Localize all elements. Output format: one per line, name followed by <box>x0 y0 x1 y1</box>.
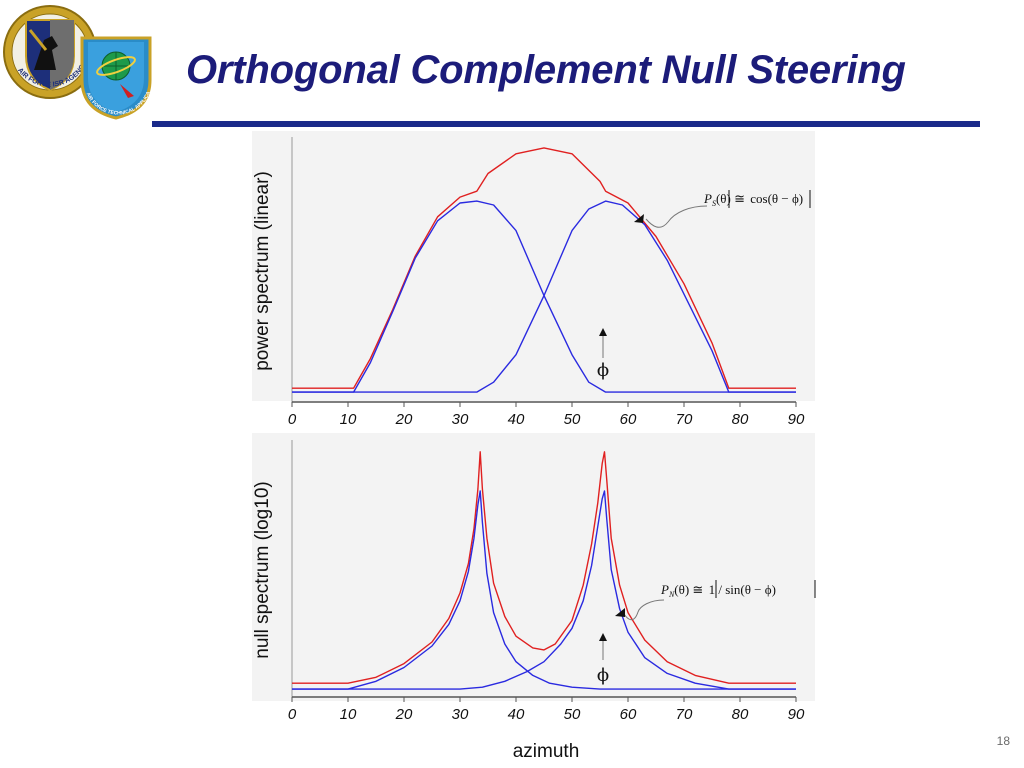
power-x-tick-label: 80 <box>732 411 749 428</box>
power-annotation-arrow <box>634 214 644 223</box>
power-series-blue-left <box>292 200 796 393</box>
page-number: 18 <box>996 734 1010 748</box>
null-annotation-sub: N <box>668 590 675 599</box>
title-divider <box>152 121 980 127</box>
null-annotation-arrow <box>615 608 625 617</box>
isr-agency-seal-icon: AIR FORCE ISR AGENCY <box>3 5 97 99</box>
null-annotation-p: P <box>660 582 669 597</box>
power-annotation-expr: cos(θ − ϕ) <box>750 191 803 206</box>
null-axis-lines <box>291 440 796 698</box>
power-x-tick-label: 50 <box>564 411 581 428</box>
null-x-tick-label: 80 <box>732 706 749 723</box>
null-spectrum-chart: 0 10 20 30 40 50 60 70 80 90 null spectrum (log10… <box>252 440 816 762</box>
null-annotation-expr: 1 / sin(θ − ϕ) <box>709 582 776 597</box>
null-x-tick-label: 50 <box>564 706 581 723</box>
power-plot-background <box>252 131 815 401</box>
agency-logos: AIR FORCE ISR AGENCY AIR FORCE TECHNICAL… <box>0 0 170 120</box>
power-series <box>292 147 796 393</box>
power-annotation: PS(θ) ≅ cos(θ − ϕ) <box>703 191 803 208</box>
null-phi-label: ϕ <box>597 665 609 686</box>
power-x-tick-label: 0 <box>288 411 297 428</box>
logo-svg: AIR FORCE ISR AGENCY AIR FORCE TECHNICAL… <box>0 0 152 120</box>
null-x-tick-label: 20 <box>395 706 413 723</box>
null-x-tick-label: 0 <box>288 706 297 723</box>
null-x-ticks: 0 10 20 30 40 50 60 70 80 90 <box>288 697 805 723</box>
x-axis-label: azimuth <box>513 741 580 762</box>
null-plot-background <box>252 433 815 701</box>
null-x-tick-label: 90 <box>788 706 805 723</box>
power-y-label: power spectrum (linear) <box>252 171 273 371</box>
null-series-blue-right <box>292 490 796 690</box>
power-series-red-sum <box>292 147 796 389</box>
power-spectrum-chart: 0 10 20 30 40 50 60 70 80 90 power spectrum (line… <box>252 137 811 428</box>
power-axis-lines <box>291 137 796 403</box>
power-x-tick-label: 30 <box>452 411 469 428</box>
null-annotation-leader <box>623 599 665 621</box>
slide-title: Orthogonal Complement Null Steering <box>186 48 906 92</box>
null-x-tick-label: 10 <box>340 706 357 723</box>
null-series-red-sum <box>292 451 796 684</box>
null-annotation: PN(θ) ≅ 1 / sin(θ − ϕ) <box>660 582 776 599</box>
null-x-tick-label: 70 <box>676 706 693 723</box>
power-x-ticks: 0 10 20 30 40 50 60 70 80 90 <box>288 402 805 428</box>
power-x-tick-label: 90 <box>788 411 805 428</box>
power-x-tick-label: 40 <box>508 411 525 428</box>
null-series <box>292 451 796 690</box>
power-x-tick-label: 60 <box>620 411 637 428</box>
power-x-tick-label: 70 <box>676 411 693 428</box>
null-series-blue-left <box>292 490 796 690</box>
power-x-tick-label: 10 <box>340 411 357 428</box>
null-y-label: null spectrum (log10) <box>252 481 273 658</box>
power-phi-label: ϕ <box>597 360 609 381</box>
null-x-tick-label: 60 <box>620 706 637 723</box>
power-series-blue-right <box>292 200 796 393</box>
null-x-tick-label: 40 <box>508 706 525 723</box>
null-phi-arrow <box>599 633 607 641</box>
null-x-tick-label: 30 <box>452 706 469 723</box>
power-annotation-rest: (θ) ≅ <box>716 191 748 206</box>
power-annotation-p: P <box>703 191 712 206</box>
power-x-tick-label: 20 <box>395 411 413 428</box>
power-annotation-leader <box>645 205 708 228</box>
null-annotation-rest: (θ) ≅ <box>674 582 706 597</box>
power-phi-arrow <box>599 328 607 336</box>
power-annotation-sub: S <box>712 199 716 208</box>
